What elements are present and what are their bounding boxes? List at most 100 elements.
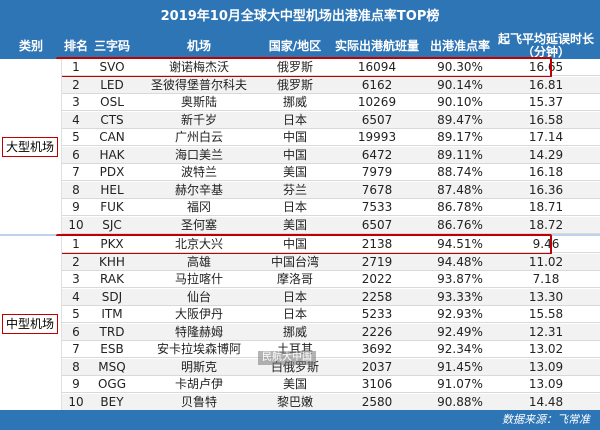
cell-country: 日本 xyxy=(282,307,307,321)
cell-flights: 3106 xyxy=(361,377,393,391)
cell-code: ESB xyxy=(100,342,124,356)
cell-country: 美国 xyxy=(282,165,307,179)
cell-country: 俄罗斯 xyxy=(276,60,313,74)
cell-ontime: 86.78% xyxy=(437,200,483,214)
header-country: 国家/地区 xyxy=(268,39,322,53)
table-footer: 数据来源：飞常准 xyxy=(0,410,600,430)
cell-rank: 3 xyxy=(72,272,80,286)
cell-delay: 14.29 xyxy=(528,147,564,162)
table-row: 7 PDX 波特兰 美国 7979 88.74% 16.18 xyxy=(62,164,600,181)
table-row: 3 OSL 奥斯陆 挪威 10269 90.10% 15.37 xyxy=(62,94,600,111)
cell-code: KHH xyxy=(99,254,125,269)
cell-flights: 2022 xyxy=(361,272,393,286)
cell-code: BEY xyxy=(100,394,124,409)
cell-flights: 5233 xyxy=(361,307,393,321)
cell-airport: 明斯克 xyxy=(180,359,217,374)
cell-flights: 2226 xyxy=(361,324,393,339)
cell-flights: 10269 xyxy=(357,95,397,109)
cell-ontime: 86.76% xyxy=(437,217,483,232)
cell-airport: 马拉喀什 xyxy=(174,272,223,286)
cell-rank: 5 xyxy=(72,307,80,321)
cell-flights: 2580 xyxy=(361,394,393,409)
table-row: 5 ITM 大阪伊丹 日本 5233 92.93% 15.58 xyxy=(62,306,600,323)
cell-country: 挪威 xyxy=(282,95,307,109)
cell-rank: 8 xyxy=(72,182,80,197)
cell-country: 美国 xyxy=(282,377,307,391)
cell-code: SDJ xyxy=(101,289,123,304)
table-row: 1 SVO 谢诺梅杰沃 俄罗斯 16094 90.30% 16.65 xyxy=(62,59,600,76)
cell-airport: 安卡拉埃森博阿 xyxy=(156,342,241,356)
cell-code: MSQ xyxy=(98,359,126,374)
cell-rank: 8 xyxy=(72,359,80,374)
cell-flights: 2719 xyxy=(361,254,393,269)
table-row: 8 MSQ 明斯克 白俄罗斯 2037 91.45% 13.09 xyxy=(62,358,600,376)
table-row: 10 BEY 贝鲁特 黎巴嫩 2580 90.88% 14.48 xyxy=(62,393,600,411)
cell-delay: 16.36 xyxy=(528,182,564,197)
table-row: 2 KHH 高雄 中国台湾 2719 94.48% 11.02 xyxy=(62,253,600,271)
cell-delay: 14.48 xyxy=(528,394,564,409)
cell-delay: 7.18 xyxy=(532,272,560,286)
cell-code: RAK xyxy=(100,272,124,286)
cell-airport: 圣何塞 xyxy=(180,217,217,232)
cell-code: OSL xyxy=(100,95,124,109)
cell-rank: 9 xyxy=(72,377,80,391)
cell-rank: 1 xyxy=(72,237,80,251)
cell-code: LED xyxy=(100,77,124,92)
cell-rank: 2 xyxy=(72,254,80,269)
cell-ontime: 94.48% xyxy=(437,254,483,269)
cell-airport: 仙台 xyxy=(186,289,211,304)
cell-ontime: 92.34% xyxy=(437,342,483,356)
cell-country: 中国 xyxy=(282,147,307,162)
cell-rank: 6 xyxy=(72,147,80,162)
cell-country: 挪威 xyxy=(282,324,307,339)
cell-ontime: 90.30% xyxy=(437,60,483,74)
cell-airport: 广州白云 xyxy=(174,130,223,144)
table-row: 5 CAN 广州白云 中国 19993 89.17% 17.14 xyxy=(62,129,600,146)
table-header: 类别 排名 三字码 机场 国家/地区 实际出港航班量 出港准点率 起飞平均延误时… xyxy=(0,33,600,59)
cell-flights: 2138 xyxy=(361,237,393,251)
header-ontime: 出港准点率 xyxy=(429,39,490,53)
cell-rank: 3 xyxy=(72,95,80,109)
cell-delay: 11.02 xyxy=(528,254,564,269)
cell-airport: 卡胡卢伊 xyxy=(174,377,223,391)
cell-flights: 7979 xyxy=(361,165,393,179)
cell-country: 摩洛哥 xyxy=(276,272,313,286)
cell-rank: 9 xyxy=(72,200,80,214)
header-delay: 起飞平均延误时长 （分钟） xyxy=(492,33,600,59)
cell-delay: 16.58 xyxy=(528,112,564,127)
cell-ontime: 89.11% xyxy=(437,147,483,162)
cell-flights: 6507 xyxy=(361,112,393,127)
cell-ontime: 93.87% xyxy=(437,272,483,286)
cell-ontime: 92.49% xyxy=(437,324,483,339)
category-label: 大型机场 xyxy=(2,136,58,157)
cell-delay: 13.30 xyxy=(528,289,564,304)
cell-rank: 10 xyxy=(68,217,84,232)
cell-country: 俄罗斯 xyxy=(276,77,313,92)
table-row: 6 HAK 海口美兰 中国 6472 89.11% 14.29 xyxy=(62,146,600,164)
cell-rank: 5 xyxy=(72,130,80,144)
cell-flights: 2037 xyxy=(361,359,393,374)
cell-code: ITM xyxy=(101,307,123,321)
cell-ontime: 88.74% xyxy=(437,165,483,179)
source-note: 数据来源：飞常准 xyxy=(502,413,590,426)
cell-code: TRD xyxy=(99,324,125,339)
cell-country: 日本 xyxy=(282,289,307,304)
cell-flights: 3692 xyxy=(361,342,393,356)
cell-flights: 6507 xyxy=(361,217,393,232)
table-row: 8 HEL 赫尔辛基 芬兰 7678 87.48% 16.36 xyxy=(62,181,600,199)
cell-airport: 高雄 xyxy=(186,254,211,269)
cell-ontime: 91.45% xyxy=(437,359,483,374)
cell-country: 中国 xyxy=(282,130,307,144)
cell-airport: 大阪伊丹 xyxy=(174,307,223,321)
cell-flights: 6162 xyxy=(361,77,393,92)
cell-rank: 4 xyxy=(72,112,80,127)
cell-delay: 17.14 xyxy=(528,130,564,144)
table-row: 4 CTS 新千岁 日本 6507 89.47% 16.58 xyxy=(62,111,600,129)
table-row: 1 PKX 北京大兴 中国 2138 94.51% 9.46 xyxy=(62,236,600,253)
table-row: 9 FUK 福冈 日本 7533 86.78% 18.71 xyxy=(62,199,600,216)
cell-rank: 1 xyxy=(72,60,80,74)
cell-airport: 谢诺梅杰沃 xyxy=(168,60,229,74)
table-title: 2019年10月全球大中型机场出港准点率TOP榜 xyxy=(0,0,600,33)
cell-airport: 特隆赫姆 xyxy=(174,324,223,339)
